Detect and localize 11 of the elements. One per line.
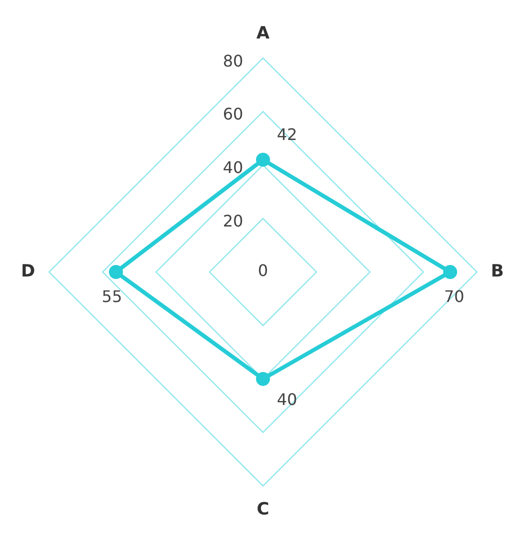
spoke-label: B [490,261,504,282]
data-label: 55 [102,287,122,306]
data-label: 40 [276,390,298,410]
y-tick-label: 20 [222,212,244,231]
y-tick-label: 80 [222,51,244,70]
spoke-label: A [256,23,270,44]
spoke-label: C [256,500,270,520]
y-tick-label: 60 [222,104,244,124]
spoke-label: D [20,261,36,282]
y-tick-label: 40 [222,158,244,178]
y-tick-label: 0 [258,261,268,280]
